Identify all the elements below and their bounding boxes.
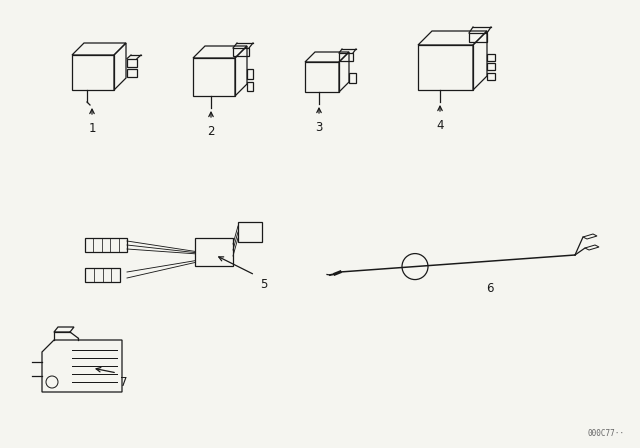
Text: 1: 1 [88, 122, 96, 135]
Text: 5: 5 [260, 278, 268, 291]
Text: 2: 2 [207, 125, 215, 138]
Text: 4: 4 [436, 119, 444, 132]
Text: 6: 6 [486, 282, 493, 295]
Text: 3: 3 [316, 121, 323, 134]
Text: 7: 7 [120, 376, 127, 389]
Text: 000C77··: 000C77·· [588, 429, 625, 438]
